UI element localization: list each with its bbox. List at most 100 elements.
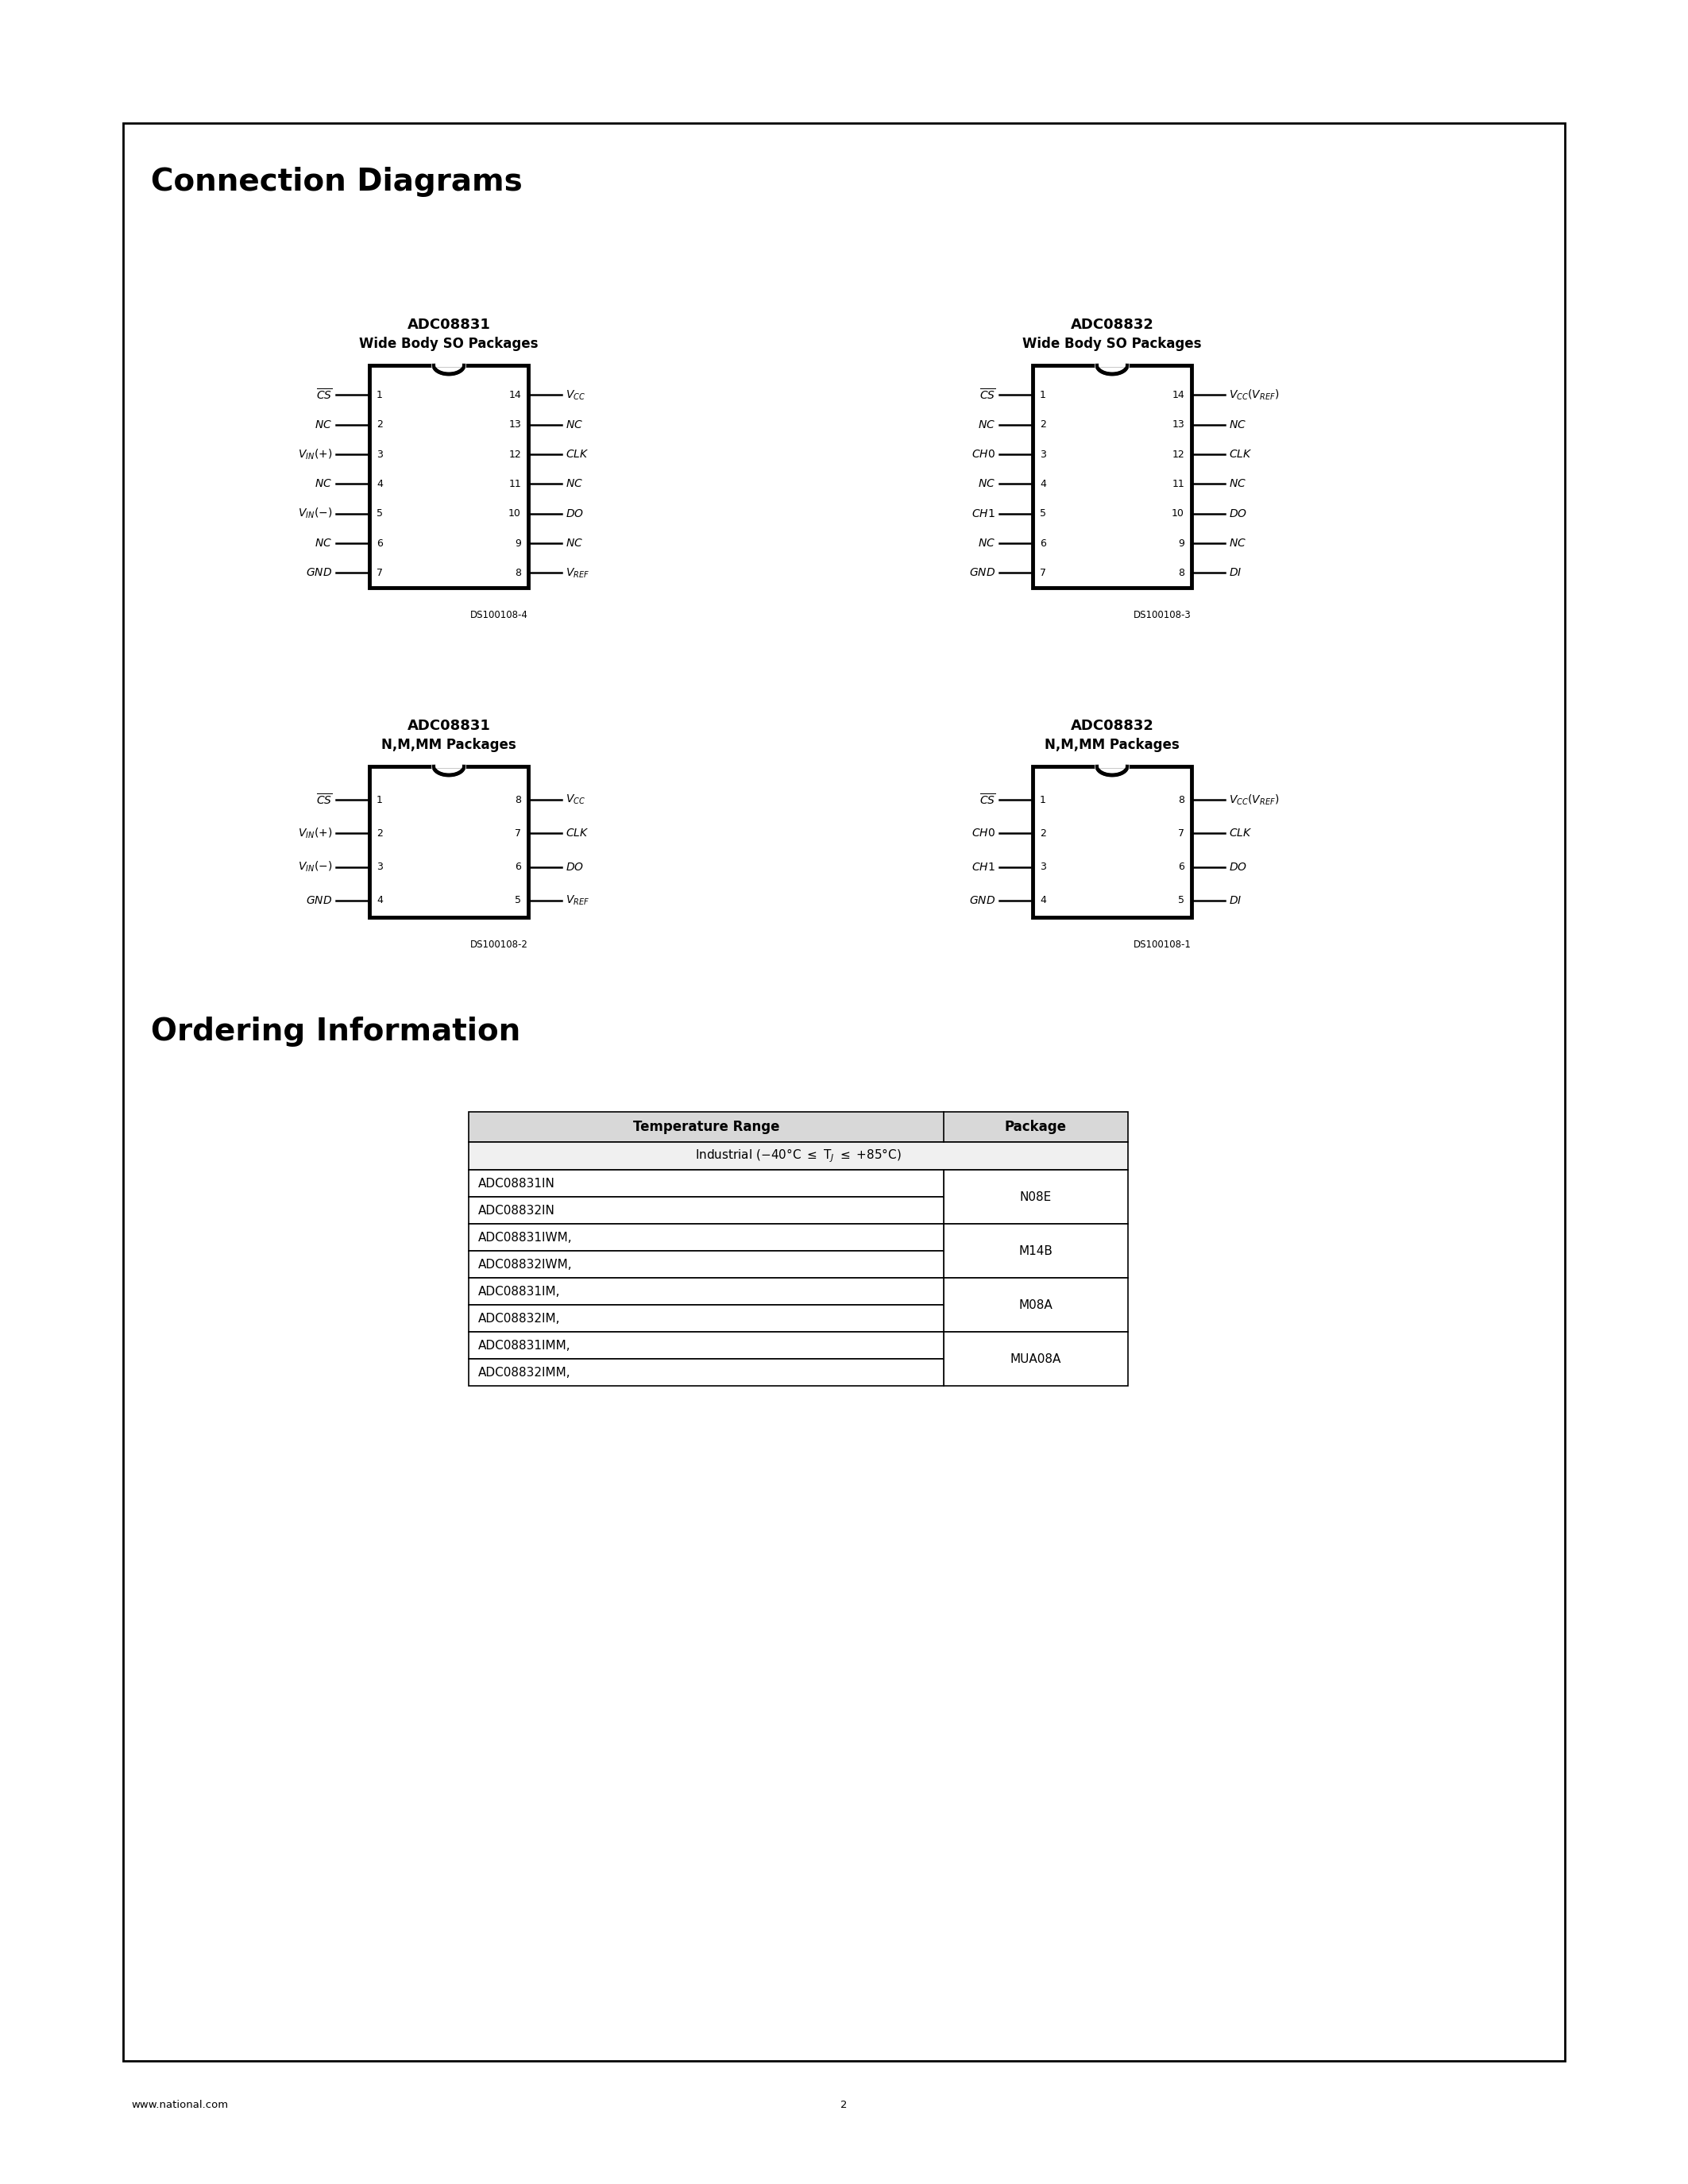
Text: $V_{CC}$: $V_{CC}$ [565,793,586,806]
Text: MUA08A: MUA08A [1009,1352,1062,1365]
Text: ADC08831: ADC08831 [407,317,491,332]
Text: 6: 6 [376,537,383,548]
Text: 1: 1 [1040,795,1047,806]
Text: 7: 7 [376,568,383,579]
Text: Wide Body SO Packages: Wide Body SO Packages [1023,336,1202,352]
Text: $GND$: $GND$ [306,895,333,906]
Text: $CH0$: $CH0$ [972,828,996,839]
Text: 11: 11 [1171,478,1185,489]
Text: 2: 2 [1040,419,1047,430]
Text: ADC08832IWM,: ADC08832IWM, [478,1258,572,1271]
Text: $CLK$: $CLK$ [565,448,589,461]
Text: Wide Body SO Packages: Wide Body SO Packages [360,336,538,352]
Text: 5: 5 [376,509,383,520]
Text: 1: 1 [376,795,383,806]
Text: $\overline{CS}$: $\overline{CS}$ [316,389,333,402]
Text: $V_{CC}(V_{REF})$: $V_{CC}(V_{REF})$ [1229,389,1280,402]
Text: 2: 2 [1040,828,1047,839]
Text: 4: 4 [376,478,383,489]
Bar [944,1171,1128,1223]
Text: ADC08831: ADC08831 [407,719,491,734]
Bar [469,1197,944,1223]
Text: $DO$: $DO$ [1229,509,1247,520]
Text: 2: 2 [376,828,383,839]
Bar [469,1304,944,1332]
Text: 7: 7 [515,828,522,839]
Text: 8: 8 [1178,568,1185,579]
Text: 5: 5 [1040,509,1047,520]
Text: 12: 12 [1171,450,1185,459]
Text: $\overline{CS}$: $\overline{CS}$ [979,793,996,808]
Bar [469,1112,1128,1142]
Text: ADC08831IM,: ADC08831IM, [478,1286,560,1297]
Text: 13: 13 [1171,419,1185,430]
Text: $NC$: $NC$ [314,537,333,548]
Text: DS100108-2: DS100108-2 [471,939,528,950]
Text: ADC08831IMM,: ADC08831IMM, [478,1339,571,1352]
Text: Temperature Range: Temperature Range [633,1120,780,1133]
Bar [944,1278,1128,1332]
Bar [370,767,528,917]
Text: 2: 2 [376,419,383,430]
Bar [469,1112,1128,1142]
Text: 7: 7 [1040,568,1047,579]
Text: $NC$: $NC$ [977,478,996,489]
Text: $V_{REF}$: $V_{REF}$ [565,566,589,579]
Text: M08A: M08A [1018,1299,1053,1310]
Text: $DO$: $DO$ [565,860,584,874]
Text: $NC$: $NC$ [565,537,582,548]
Text: $DI$: $DI$ [1229,568,1242,579]
Text: $CLK$: $CLK$ [1229,448,1252,461]
Bar [469,1332,944,1358]
Text: N,M,MM Packages: N,M,MM Packages [1045,738,1180,751]
Text: $V_{REF}$: $V_{REF}$ [565,893,589,906]
Text: 5: 5 [515,895,522,906]
Text: 8: 8 [515,568,522,579]
Text: ADC08832IM,: ADC08832IM, [478,1313,560,1324]
Text: M14B: M14B [1018,1245,1053,1256]
Text: 11: 11 [508,478,522,489]
Text: $NC$: $NC$ [1229,419,1246,430]
Text: 4: 4 [376,895,383,906]
Text: 3: 3 [376,863,383,871]
Text: Package: Package [1004,1120,1067,1133]
Text: 6: 6 [1178,863,1185,871]
FancyBboxPatch shape [123,122,1565,2062]
Text: ADC08831IN: ADC08831IN [478,1177,555,1190]
Bar [1033,767,1192,917]
Text: $GND$: $GND$ [306,568,333,579]
Text: $CH1$: $CH1$ [972,860,996,874]
Text: 2: 2 [841,2099,847,2110]
Bar [469,1278,944,1304]
Text: 8: 8 [1178,795,1185,806]
Text: DS100108-1: DS100108-1 [1134,939,1192,950]
Text: $V_{IN}(+)$: $V_{IN}(+)$ [297,826,333,841]
Text: 1: 1 [376,389,383,400]
Text: $NC$: $NC$ [314,478,333,489]
Text: $DI$: $DI$ [1229,895,1242,906]
Text: ADC08831IWM,: ADC08831IWM, [478,1232,572,1243]
Text: $NC$: $NC$ [1229,478,1246,489]
Text: $V_{CC}(V_{REF})$: $V_{CC}(V_{REF})$ [1229,793,1280,806]
Bar [469,1171,944,1197]
Text: $\overline{CS}$: $\overline{CS}$ [316,793,333,808]
Text: $CH0$: $CH0$ [972,448,996,461]
Text: N,M,MM Packages: N,M,MM Packages [381,738,517,751]
Text: $NC$: $NC$ [565,419,582,430]
Text: 12: 12 [508,450,522,459]
Text: $GND$: $GND$ [969,568,996,579]
Text: $NC$: $NC$ [565,478,582,489]
Text: $\overline{CS}$: $\overline{CS}$ [979,389,996,402]
Text: 14: 14 [1171,389,1185,400]
Text: $NC$: $NC$ [314,419,333,430]
Text: 6: 6 [515,863,522,871]
Text: $NC$: $NC$ [977,419,996,430]
Bar [469,1251,944,1278]
Text: 10: 10 [1171,509,1185,520]
Bar [469,1142,1128,1171]
Text: $V_{IN}(-)$: $V_{IN}(-)$ [297,507,333,520]
Text: ADC08832IMM,: ADC08832IMM, [478,1367,571,1378]
Text: Industrial ($-40\degree$C $\leq$ T$_J$ $\leq$ $+85\degree$C): Industrial ($-40\degree$C $\leq$ T$_J$ $… [695,1147,901,1164]
Text: $V_{CC}$: $V_{CC}$ [565,389,586,402]
Text: $GND$: $GND$ [969,895,996,906]
